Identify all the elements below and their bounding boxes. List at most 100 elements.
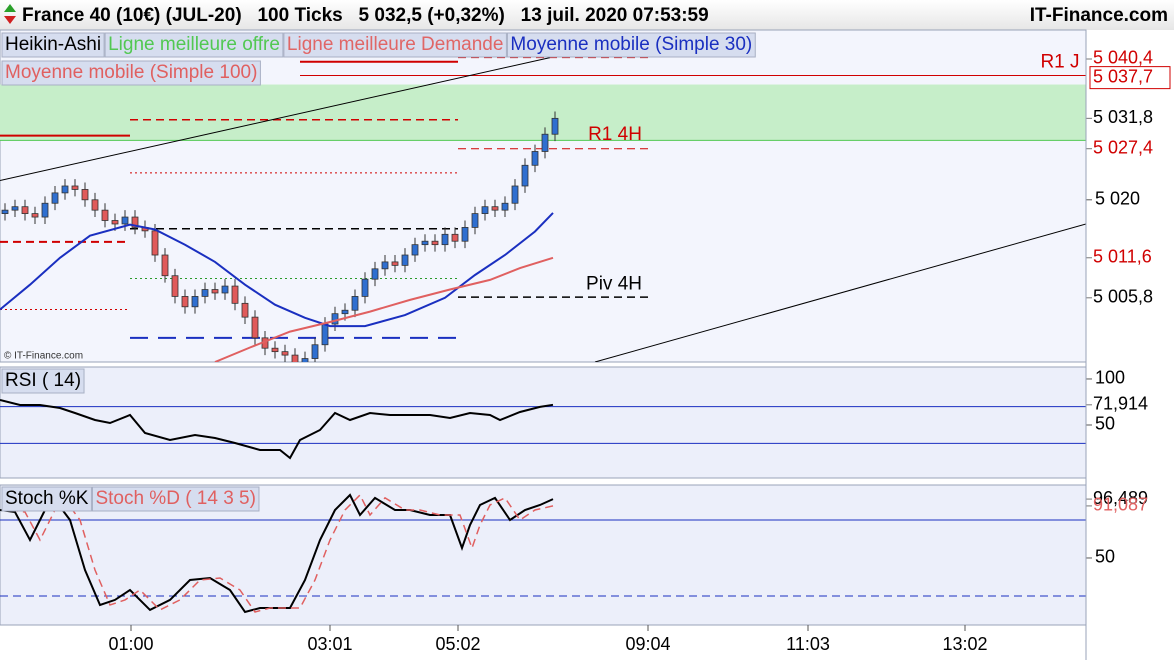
candle-body bbox=[441, 233, 449, 246]
marker-label: 5 040,4 bbox=[1093, 48, 1153, 68]
candle-body bbox=[171, 275, 179, 297]
marker-label: 96,489 bbox=[1093, 488, 1148, 508]
header-title: France 40 (10€) (JUL-20) 100 Ticks 5 032… bbox=[22, 5, 709, 26]
candle-body bbox=[501, 202, 509, 211]
candle-body bbox=[481, 206, 489, 215]
candle-body bbox=[531, 151, 539, 166]
x-tick-label: 01:00 bbox=[108, 634, 153, 654]
candle-body bbox=[351, 296, 359, 311]
legend-item-box bbox=[104, 32, 284, 58]
candle-body bbox=[451, 233, 459, 242]
marker-label: 5 031,8 bbox=[1093, 107, 1153, 127]
candle-body bbox=[41, 202, 49, 218]
y-tick-label: 50 bbox=[1095, 547, 1115, 567]
candle-body bbox=[161, 254, 169, 277]
legend-item-box bbox=[506, 32, 756, 58]
candle-body bbox=[541, 133, 549, 152]
y-tick-label: 5 020 bbox=[1095, 189, 1140, 209]
candle-body bbox=[251, 316, 259, 339]
panel-title: RSI ( 14) bbox=[5, 370, 81, 391]
rsi-plot bbox=[0, 399, 1086, 460]
legend-item: Heikin-Ashi bbox=[5, 34, 101, 55]
candle-body bbox=[31, 213, 39, 218]
y-tick-label: 100 bbox=[1095, 368, 1125, 388]
candle-body bbox=[321, 323, 329, 346]
candle-body bbox=[1, 209, 9, 215]
candle-body bbox=[151, 230, 159, 256]
legend-item-box bbox=[1, 60, 261, 86]
annotation: Piv 4H bbox=[586, 274, 642, 295]
candle-body bbox=[71, 185, 79, 190]
candle-body bbox=[461, 227, 469, 242]
annotation: R1 4H bbox=[588, 124, 642, 145]
candle-body bbox=[291, 354, 299, 362]
candle-body bbox=[21, 206, 29, 215]
candle-body bbox=[491, 206, 499, 211]
header-bar bbox=[0, 0, 1174, 30]
candle-body bbox=[421, 240, 429, 246]
series-line bbox=[0, 212, 554, 328]
series-line bbox=[9, 493, 554, 613]
annotation: R1 J bbox=[1040, 51, 1079, 72]
watermark: © IT-Finance.com bbox=[4, 351, 83, 362]
marker-label: 5 037,7 bbox=[1093, 66, 1153, 86]
series-line bbox=[0, 493, 554, 614]
rsi-panel bbox=[0, 366, 1087, 479]
candle-body bbox=[331, 313, 339, 325]
marker-label: 71,914 bbox=[1093, 394, 1148, 414]
candle-body bbox=[301, 358, 309, 362]
candle-body bbox=[381, 261, 389, 270]
x-tick-label: 03:01 bbox=[307, 634, 352, 654]
candle-body bbox=[131, 216, 139, 228]
overlay: 5 020 5 040,45 037,7 5 031,8 5 027,4 5 011,6… bbox=[1, 30, 1171, 660]
trendline bbox=[594, 223, 1086, 362]
candle-body bbox=[231, 285, 239, 304]
candle-body bbox=[551, 117, 559, 135]
trendline bbox=[0, 57, 551, 181]
x-tick-label: 11:03 bbox=[786, 634, 830, 654]
candle-body bbox=[181, 296, 189, 308]
legend-item-box bbox=[91, 486, 260, 512]
candle-body bbox=[91, 199, 99, 211]
legend-item: Moyenne mobile (Simple 30) bbox=[510, 34, 752, 55]
price-plot: R1 4H Piv 4H R1 J © IT-Finance.com bbox=[0, 51, 1086, 362]
candle-body bbox=[221, 285, 229, 294]
candle-body bbox=[431, 240, 439, 246]
marker-label: 91,087 bbox=[1093, 495, 1148, 515]
candle-body bbox=[241, 302, 249, 318]
candle-body bbox=[81, 189, 89, 201]
y-tick-label: 50 bbox=[1095, 414, 1115, 434]
legend-item: Moyenne mobile (Simple 100) bbox=[5, 62, 257, 83]
marker-label: 5 005,8 bbox=[1093, 287, 1153, 307]
candle-body bbox=[211, 289, 219, 294]
candle-body bbox=[51, 192, 59, 204]
legend-item-box bbox=[1, 32, 105, 58]
candle-body bbox=[311, 344, 319, 359]
panel-title-box bbox=[1, 368, 85, 394]
legend-item-box bbox=[283, 32, 507, 58]
x-tick-label: 05:02 bbox=[435, 634, 480, 654]
candle-body bbox=[121, 216, 129, 225]
legend-item-box bbox=[1, 486, 92, 512]
marker-label: 5 027,4 bbox=[1093, 137, 1153, 157]
candle-body bbox=[471, 213, 479, 228]
candle-body bbox=[521, 164, 529, 187]
legend-item: Stoch %D ( 14 3 5) bbox=[95, 488, 256, 509]
x-tick-label: 13:02 bbox=[942, 634, 987, 654]
candle-body bbox=[111, 220, 119, 225]
candle-body bbox=[511, 185, 519, 204]
header-brand: IT-Finance.com bbox=[1030, 5, 1168, 26]
series-line bbox=[214, 256, 554, 362]
candle-body bbox=[61, 185, 69, 194]
down-icon bbox=[4, 16, 16, 24]
offer-demand-zone bbox=[0, 84, 1086, 141]
candle-body bbox=[401, 254, 409, 266]
series-line bbox=[0, 399, 554, 460]
candle-body bbox=[281, 351, 289, 356]
candle-body bbox=[271, 347, 279, 353]
candle-body bbox=[341, 309, 349, 315]
candle-body bbox=[411, 244, 419, 256]
candle-body bbox=[371, 268, 379, 280]
legend-item: Ligne meilleure offre bbox=[108, 34, 280, 55]
